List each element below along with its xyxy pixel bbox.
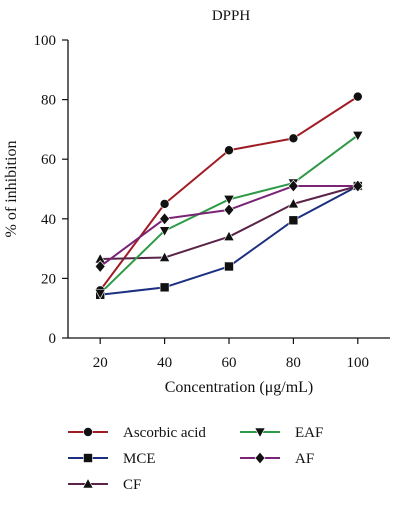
data-point-ascorbic-acid bbox=[224, 145, 234, 156]
data-point-cf bbox=[223, 230, 235, 242]
y-tick-label: 40 bbox=[41, 212, 56, 228]
data-point-eaf bbox=[158, 226, 171, 237]
legend-label: EAF bbox=[295, 425, 323, 441]
legend-label: Ascorbic acid bbox=[123, 425, 206, 441]
data-point-ascorbic-acid bbox=[352, 91, 363, 102]
series-ascorbic-acid bbox=[95, 91, 363, 296]
legend-label: CF bbox=[123, 477, 141, 493]
legend-marker bbox=[82, 477, 94, 489]
x-tick-label: 60 bbox=[222, 355, 237, 371]
data-point-ascorbic-acid bbox=[288, 133, 299, 144]
x-tick-label: 80 bbox=[286, 355, 301, 371]
legend-marker bbox=[83, 427, 93, 437]
legend-item-eaf: EAF bbox=[240, 425, 323, 441]
series-layer bbox=[94, 91, 364, 300]
y-axis-title: % of inhibition bbox=[3, 141, 20, 238]
series-eaf bbox=[94, 131, 364, 300]
x-axis-title: Concentration (μg/mL) bbox=[165, 379, 314, 396]
data-point-mce bbox=[159, 282, 170, 293]
y-tick-label: 0 bbox=[49, 331, 57, 347]
x-tick-label: 40 bbox=[157, 355, 172, 371]
data-point-cf bbox=[287, 197, 300, 209]
data-point-eaf bbox=[94, 288, 106, 300]
data-point-eaf bbox=[352, 131, 364, 142]
data-point-eaf bbox=[223, 195, 235, 206]
data-point-af bbox=[159, 212, 170, 226]
data-point-af bbox=[223, 203, 235, 217]
axes: 0 20 40 60 80 100 20 40 60 80 100 Concentration (μg… bbox=[3, 33, 390, 396]
y-tick-label: 80 bbox=[41, 93, 56, 109]
data-point-mce bbox=[224, 261, 234, 272]
data-point-ascorbic-acid bbox=[159, 199, 170, 209]
chart-title: DPPH bbox=[212, 8, 251, 24]
legend-item-mce: MCE bbox=[68, 451, 156, 467]
series-line-ascorbic-acid bbox=[99, 95, 359, 291]
legend-marker bbox=[254, 451, 266, 465]
legend-marker bbox=[254, 427, 266, 439]
data-point-af bbox=[94, 260, 106, 273]
series-af bbox=[94, 179, 364, 273]
legend-item-af: AF bbox=[240, 451, 314, 467]
y-tick-label: 100 bbox=[34, 33, 57, 49]
legend-item-cf: CF bbox=[68, 477, 141, 493]
data-point-af bbox=[288, 179, 299, 193]
legend-item-ascorbic-acid: Ascorbic acid bbox=[68, 425, 206, 441]
y-tick-label: 20 bbox=[41, 271, 56, 287]
data-point-mce bbox=[288, 215, 299, 226]
data-point-cf bbox=[158, 251, 171, 262]
legend: Ascorbic acid MCE CF EAF AF bbox=[68, 425, 323, 493]
legend-marker bbox=[83, 453, 93, 463]
x-tick-label: 100 bbox=[347, 355, 370, 371]
legend-label: AF bbox=[295, 451, 314, 467]
series-cf bbox=[94, 179, 364, 264]
y-tick-label: 60 bbox=[41, 152, 56, 168]
legend-label: MCE bbox=[123, 451, 156, 467]
x-tick-label: 20 bbox=[93, 355, 108, 371]
data-point-af bbox=[352, 179, 364, 193]
